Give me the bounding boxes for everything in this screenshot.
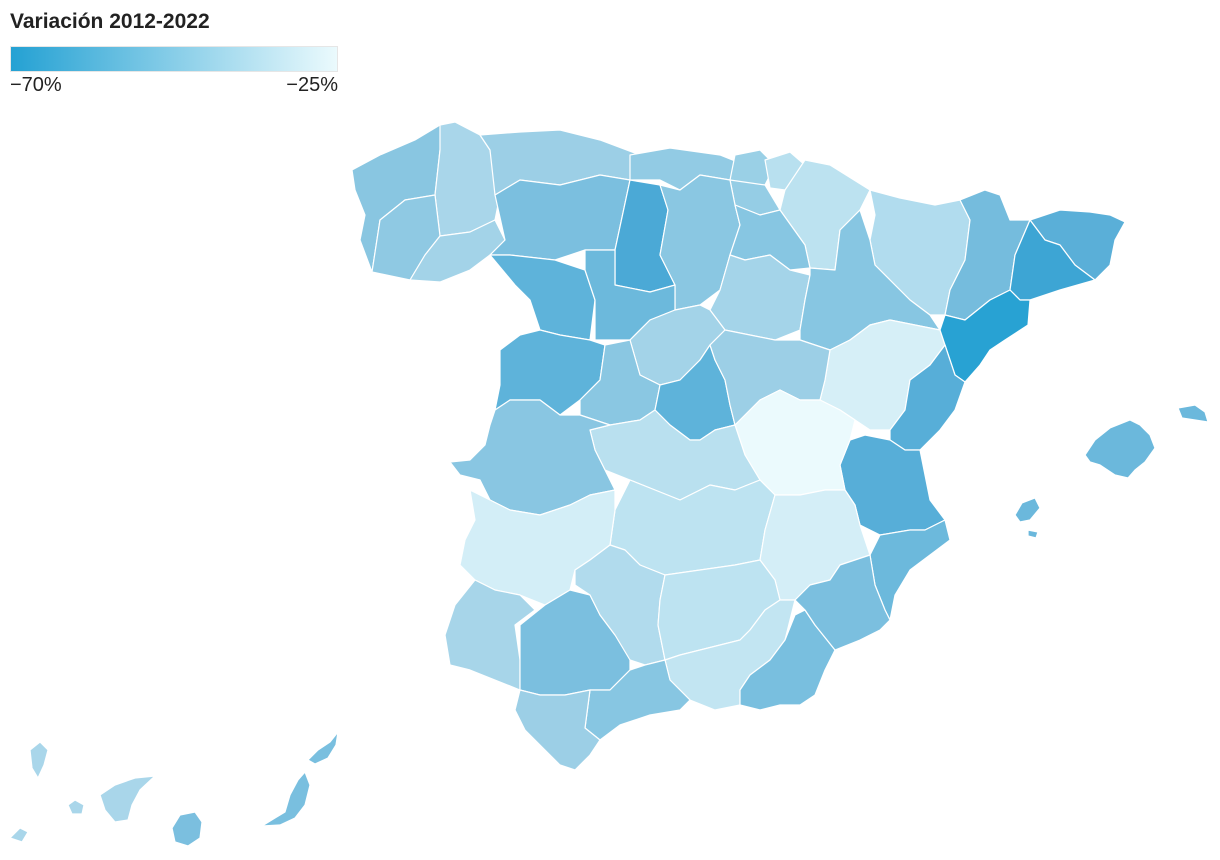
legend-labels: −70% −25% [10, 74, 340, 100]
legend-max-label: −25% [286, 74, 338, 96]
legend-gradient-bar [10, 46, 338, 72]
province-ourense[interactable] [409, 219, 506, 283]
island-gran-canaria[interactable] [171, 811, 203, 847]
province-cadiz[interactable] [514, 689, 601, 771]
province-granada[interactable] [664, 599, 796, 711]
province-castellon[interactable] [889, 344, 966, 451]
legend-title: Variación 2012-2022 [10, 10, 210, 33]
island-formentera[interactable] [1027, 529, 1039, 539]
island-la-gomera[interactable] [67, 799, 85, 815]
province-leon[interactable] [489, 174, 631, 261]
province-zamora[interactable] [489, 254, 596, 341]
island-fuerteventura[interactable] [261, 771, 311, 827]
legend-min-label: −70% [10, 74, 62, 96]
island-lanzarote[interactable] [307, 731, 339, 765]
island-el-hierro[interactable] [9, 827, 29, 843]
province-barcelona[interactable] [1009, 219, 1096, 301]
color-legend: Variación 2012-2022 −70% −25% [10, 8, 340, 100]
island-mallorca[interactable] [1084, 419, 1156, 479]
island-menorca[interactable] [1177, 404, 1209, 423]
island-ibiza[interactable] [1014, 497, 1041, 523]
province-murcia[interactable] [794, 554, 891, 651]
island-la-palma[interactable] [29, 741, 49, 779]
island-tenerife[interactable] [99, 775, 156, 823]
